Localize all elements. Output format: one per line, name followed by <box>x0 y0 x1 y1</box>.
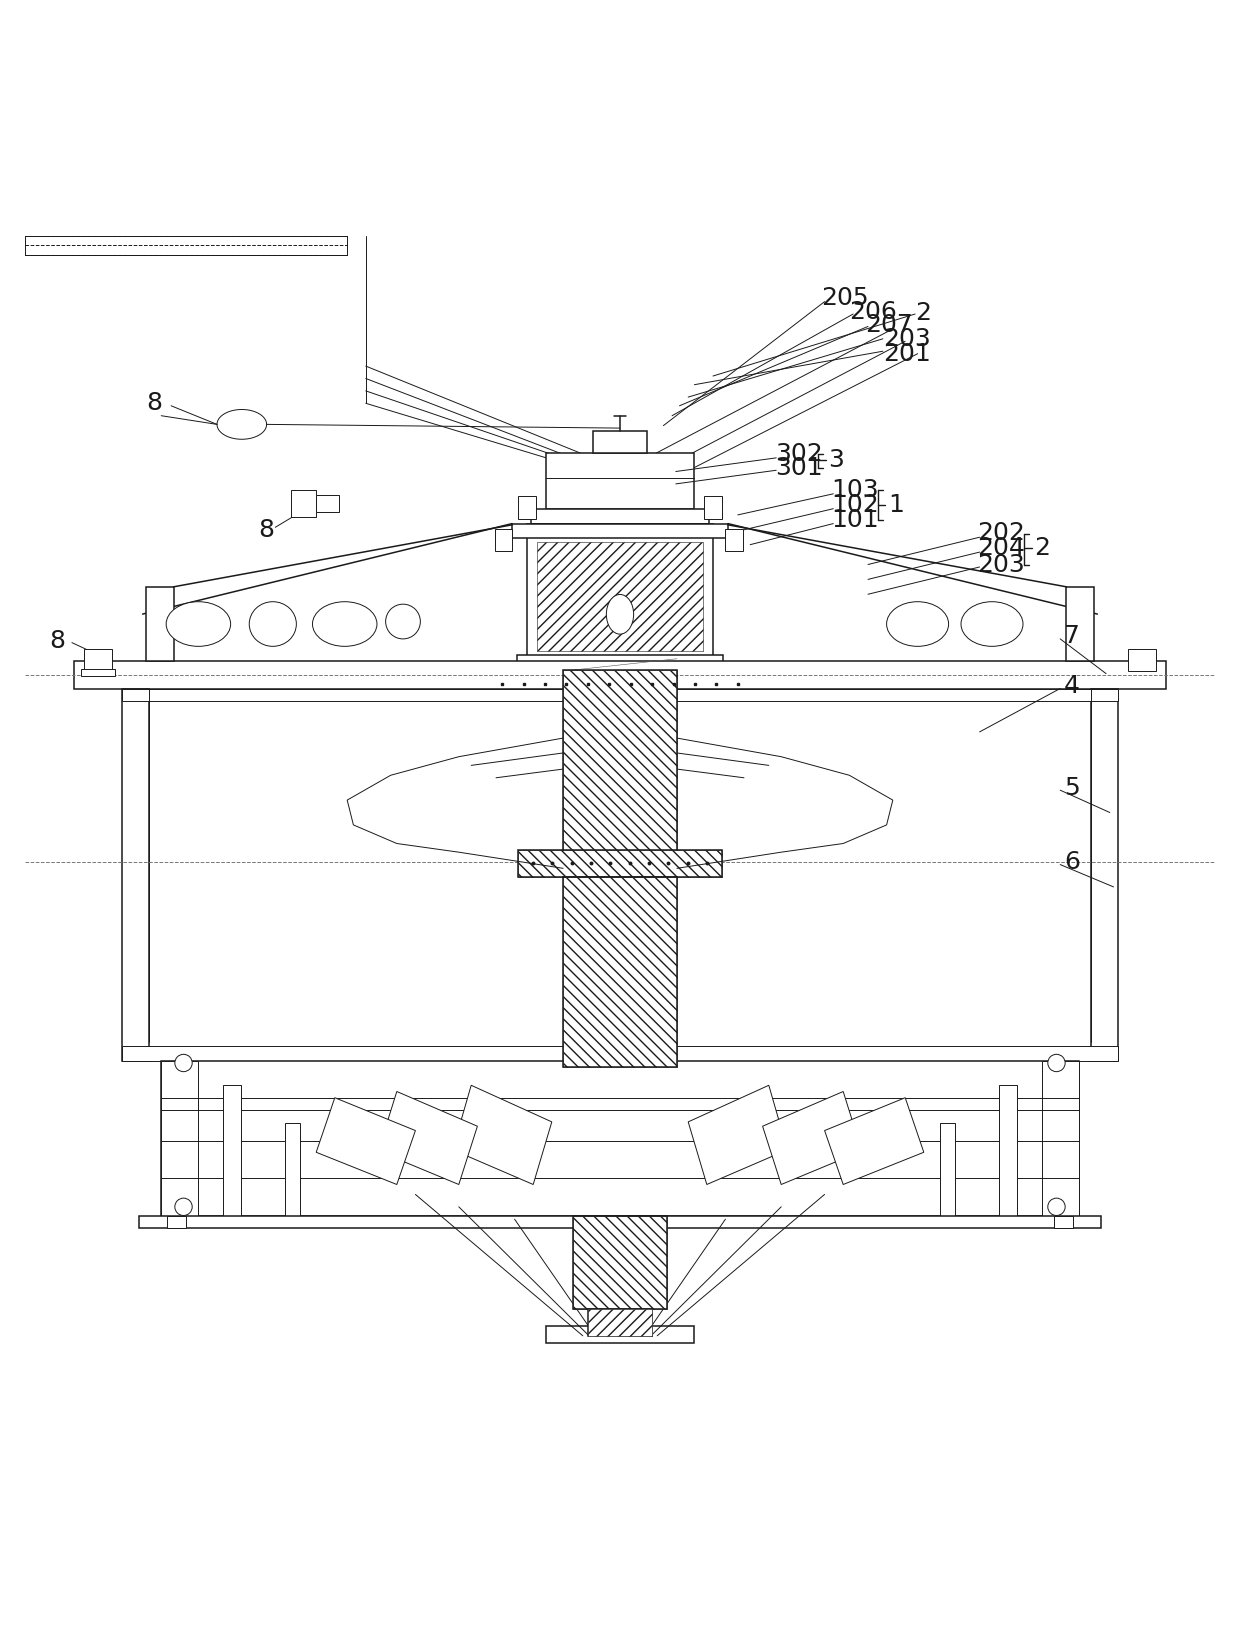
Bar <box>122 1045 1118 1061</box>
Text: 102: 102 <box>831 492 879 517</box>
Bar <box>563 670 677 868</box>
Bar <box>167 1216 186 1228</box>
Bar <box>588 1308 652 1336</box>
Bar <box>1066 587 1094 661</box>
Ellipse shape <box>249 601 296 647</box>
Circle shape <box>175 1055 192 1071</box>
Bar <box>573 1216 667 1308</box>
Bar <box>139 1216 1101 1228</box>
Bar <box>81 668 115 676</box>
Circle shape <box>1048 1055 1065 1071</box>
Text: 8: 8 <box>258 518 274 541</box>
Bar <box>122 689 1118 700</box>
Text: 301: 301 <box>775 455 822 479</box>
Bar <box>146 587 174 661</box>
Bar <box>1091 689 1118 1061</box>
Text: 205: 205 <box>821 286 868 310</box>
Bar <box>531 509 709 523</box>
Bar <box>285 1123 300 1216</box>
Bar <box>518 496 536 518</box>
Text: 201: 201 <box>883 341 931 366</box>
Bar <box>1128 648 1156 671</box>
Bar <box>223 1086 241 1216</box>
Text: 202: 202 <box>977 522 1025 546</box>
Bar <box>495 528 512 551</box>
Bar <box>517 655 723 669</box>
Text: 2: 2 <box>1034 536 1050 561</box>
Ellipse shape <box>961 601 1023 647</box>
Text: 1: 1 <box>888 492 904 517</box>
Bar <box>588 1308 652 1336</box>
Text: 8: 8 <box>146 392 162 416</box>
Ellipse shape <box>887 601 949 647</box>
Text: 5: 5 <box>1064 775 1080 800</box>
Bar <box>518 850 722 878</box>
Ellipse shape <box>166 601 231 647</box>
Polygon shape <box>688 1086 787 1185</box>
Bar <box>593 431 647 453</box>
Text: 3: 3 <box>828 449 844 473</box>
Bar <box>518 850 722 878</box>
Ellipse shape <box>386 604 420 639</box>
Bar <box>563 878 677 1066</box>
Bar <box>74 661 1166 689</box>
Ellipse shape <box>606 595 634 634</box>
Bar <box>563 670 677 868</box>
Circle shape <box>1048 1198 1065 1216</box>
Text: 206: 206 <box>849 299 898 323</box>
Text: 6: 6 <box>1064 850 1080 874</box>
Text: 302: 302 <box>775 442 823 466</box>
Text: 203: 203 <box>977 552 1025 577</box>
Polygon shape <box>763 1092 862 1185</box>
Bar <box>161 1061 1079 1216</box>
Bar <box>546 1326 694 1344</box>
Bar <box>1042 1061 1079 1216</box>
Bar <box>725 528 743 551</box>
Circle shape <box>175 1198 192 1216</box>
Text: 203: 203 <box>883 327 931 351</box>
Text: 103: 103 <box>831 478 878 502</box>
Bar <box>527 523 713 670</box>
Bar <box>940 1123 955 1216</box>
Bar <box>563 878 677 1066</box>
Bar <box>84 648 112 671</box>
Polygon shape <box>378 1092 477 1185</box>
Bar <box>704 496 722 518</box>
Bar <box>161 1061 198 1216</box>
Bar <box>999 1086 1017 1216</box>
Bar <box>512 523 728 538</box>
Text: 207: 207 <box>866 314 914 336</box>
Polygon shape <box>453 1086 552 1185</box>
Bar <box>546 453 694 509</box>
Ellipse shape <box>312 601 377 647</box>
Bar <box>316 496 339 512</box>
Text: 2: 2 <box>915 301 931 325</box>
Polygon shape <box>316 1098 415 1185</box>
Text: 4: 4 <box>1064 674 1080 699</box>
Bar <box>1054 1216 1073 1228</box>
Text: 204: 204 <box>977 536 1025 561</box>
Bar <box>122 689 149 1061</box>
Text: 101: 101 <box>831 509 878 531</box>
Polygon shape <box>825 1098 924 1185</box>
Text: 7: 7 <box>1064 624 1080 648</box>
Bar <box>537 543 703 652</box>
Bar <box>291 491 316 517</box>
Bar <box>573 1216 667 1308</box>
Text: 8: 8 <box>50 629 66 653</box>
